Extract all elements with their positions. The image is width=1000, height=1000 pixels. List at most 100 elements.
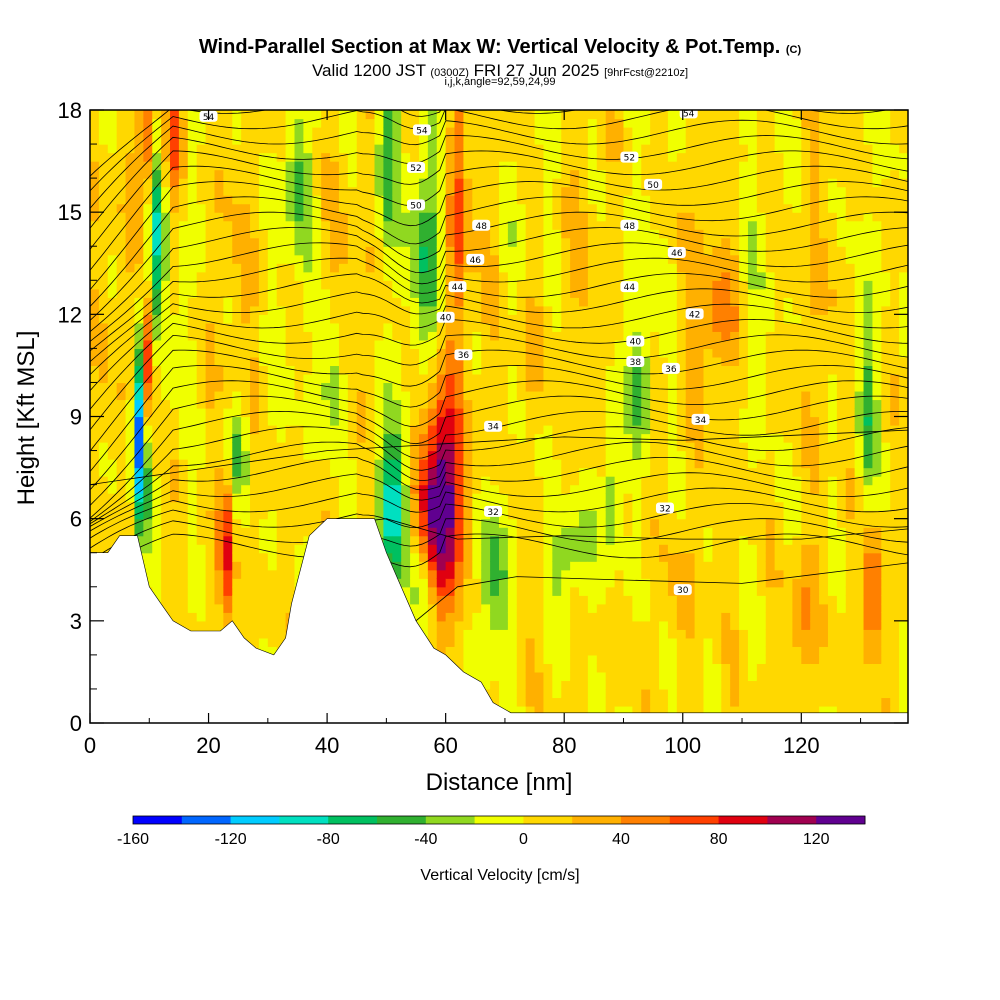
w-cell xyxy=(472,152,482,162)
w-cell xyxy=(223,322,233,332)
w-cell xyxy=(347,493,358,503)
w-cell xyxy=(107,484,118,494)
w-cell xyxy=(587,671,598,682)
w-cell xyxy=(454,544,465,554)
w-cell xyxy=(579,263,589,273)
w-cell xyxy=(507,229,518,239)
w-cell xyxy=(605,654,616,664)
w-cell xyxy=(170,195,180,205)
w-cell xyxy=(650,688,660,699)
w-cell xyxy=(623,297,633,307)
w-cell xyxy=(107,161,118,171)
w-cell xyxy=(178,152,189,162)
w-cell xyxy=(570,629,580,639)
w-cell xyxy=(250,169,260,179)
w-cell xyxy=(285,169,296,179)
w-cell xyxy=(507,450,518,460)
w-cell xyxy=(178,425,189,435)
w-cell xyxy=(641,297,651,307)
w-cell xyxy=(418,586,429,596)
w-cell xyxy=(623,450,633,460)
w-cell xyxy=(294,144,304,154)
w-cell xyxy=(579,365,589,375)
w-cell xyxy=(356,467,367,477)
w-cell xyxy=(579,314,589,324)
copyright-mark: (C) xyxy=(785,44,802,56)
w-cell xyxy=(543,288,553,298)
w-cell xyxy=(285,390,296,401)
w-cell xyxy=(676,535,687,545)
w-cell xyxy=(650,416,660,426)
w-cell xyxy=(267,305,278,315)
w-cell xyxy=(330,501,340,511)
w-cell xyxy=(427,195,438,205)
w-cell xyxy=(134,237,144,247)
w-cell xyxy=(623,518,633,528)
w-cell xyxy=(436,612,447,622)
w-cell xyxy=(516,365,527,375)
w-cell xyxy=(454,578,465,588)
w-cell xyxy=(641,314,651,324)
w-cell xyxy=(392,322,402,332)
w-cell xyxy=(659,425,669,435)
w-cell xyxy=(570,169,580,179)
w-cell xyxy=(614,425,625,435)
w-cell xyxy=(303,425,313,435)
w-cell xyxy=(347,195,358,205)
w-cell xyxy=(347,169,358,179)
w-cell xyxy=(436,450,447,460)
w-cell xyxy=(250,629,260,639)
w-cell xyxy=(294,390,304,401)
w-cell xyxy=(552,459,562,469)
w-cell xyxy=(694,433,705,443)
w-cell xyxy=(596,118,607,128)
w-cell xyxy=(187,254,198,264)
w-cell xyxy=(490,263,500,273)
w-cell xyxy=(596,152,607,162)
w-cell xyxy=(454,390,465,401)
w-cell xyxy=(276,110,287,120)
w-cell xyxy=(445,425,456,435)
w-cell xyxy=(454,254,465,264)
w-cell xyxy=(161,288,171,298)
w-cell xyxy=(338,246,349,256)
w-cell xyxy=(152,288,162,298)
w-cell xyxy=(632,620,642,630)
w-cell xyxy=(472,399,482,409)
w-cell xyxy=(107,365,118,375)
w-cell xyxy=(276,144,287,154)
w-cell xyxy=(561,280,571,290)
w-cell xyxy=(241,544,251,554)
w-cell xyxy=(418,195,429,205)
w-cell xyxy=(445,331,456,341)
w-cell xyxy=(472,356,482,367)
w-cell xyxy=(356,212,367,222)
w-cell xyxy=(436,254,447,264)
w-cell xyxy=(356,220,367,230)
w-cell xyxy=(552,305,562,315)
w-cell xyxy=(463,510,473,520)
w-cell xyxy=(596,135,607,145)
w-cell xyxy=(241,476,251,486)
w-cell xyxy=(107,356,118,367)
w-cell xyxy=(98,186,109,196)
w-cell xyxy=(463,152,473,162)
w-cell xyxy=(214,442,224,452)
w-cell xyxy=(659,339,669,349)
w-cell xyxy=(667,425,678,435)
w-cell xyxy=(418,620,429,630)
w-cell xyxy=(623,416,633,426)
w-cell xyxy=(116,527,127,537)
w-cell xyxy=(454,493,465,503)
w-cell xyxy=(463,110,473,120)
w-cell xyxy=(685,697,696,707)
w-cell xyxy=(107,110,118,120)
w-cell xyxy=(667,697,678,707)
w-cell xyxy=(321,110,331,120)
w-cell xyxy=(285,331,296,341)
w-cell xyxy=(587,637,598,647)
w-cell xyxy=(659,110,669,120)
w-cell xyxy=(507,195,518,205)
w-cell xyxy=(214,254,224,264)
w-cell xyxy=(152,442,162,452)
